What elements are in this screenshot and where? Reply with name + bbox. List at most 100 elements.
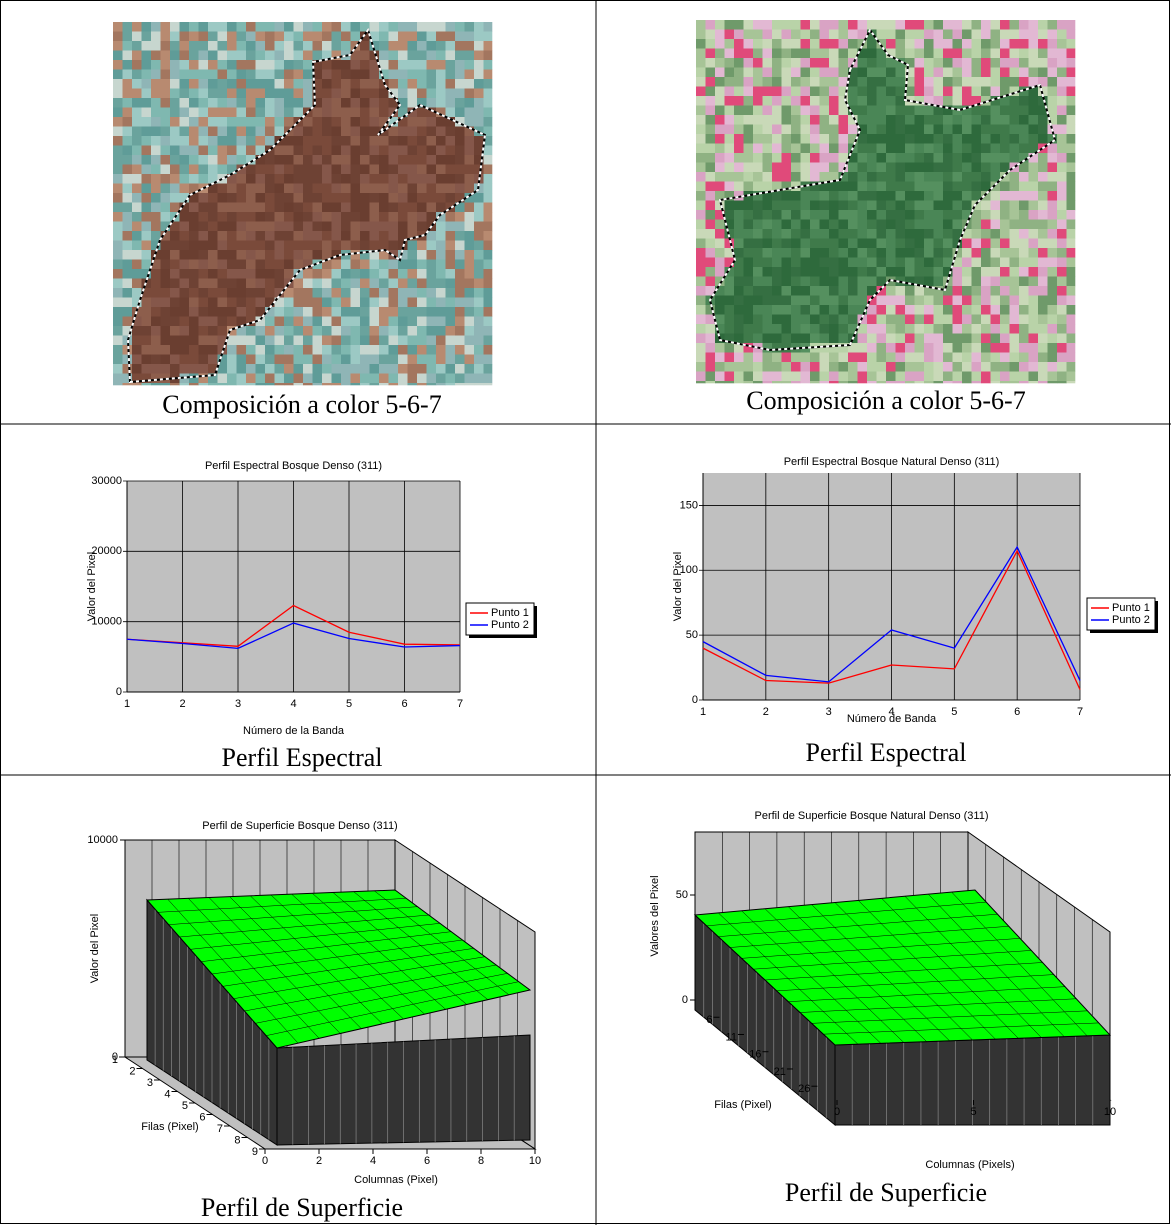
image-pixel bbox=[408, 117, 418, 127]
image-pixel bbox=[180, 60, 190, 70]
image-pixel bbox=[1038, 324, 1048, 334]
image-pixel bbox=[848, 229, 858, 239]
image-pixel bbox=[734, 229, 744, 239]
image-pixel bbox=[351, 326, 361, 336]
image-pixel bbox=[208, 136, 218, 146]
image-pixel bbox=[408, 326, 418, 336]
image-pixel bbox=[132, 203, 142, 213]
image-pixel bbox=[801, 267, 811, 277]
image-pixel bbox=[189, 155, 199, 165]
image-pixel bbox=[142, 51, 152, 61]
image-pixel bbox=[1067, 267, 1076, 277]
image-pixel bbox=[972, 39, 982, 49]
image-pixel bbox=[1067, 49, 1076, 59]
image-pixel bbox=[981, 172, 991, 182]
image-pixel bbox=[782, 362, 792, 372]
image-pixel bbox=[132, 231, 142, 241]
x-axis-label: Columnas (Pixel) bbox=[354, 1174, 438, 1186]
image-pixel bbox=[398, 184, 408, 194]
image-pixel bbox=[744, 277, 754, 287]
image-pixel bbox=[744, 324, 754, 334]
x-tick-label: 7 bbox=[457, 698, 463, 710]
image-pixel bbox=[782, 144, 792, 154]
image-pixel bbox=[877, 248, 887, 258]
image-pixel bbox=[801, 248, 811, 258]
image-pixel bbox=[867, 39, 877, 49]
image-pixel bbox=[484, 250, 493, 260]
image-pixel bbox=[858, 296, 868, 306]
image-pixel bbox=[142, 127, 152, 137]
image-pixel bbox=[474, 51, 484, 61]
image-pixel bbox=[763, 39, 773, 49]
image-pixel bbox=[123, 146, 133, 156]
image-pixel bbox=[322, 269, 332, 279]
image-pixel bbox=[189, 60, 199, 70]
image-pixel bbox=[246, 298, 256, 308]
image-pixel bbox=[886, 68, 896, 78]
image-pixel bbox=[772, 239, 782, 249]
image-pixel bbox=[886, 220, 896, 230]
image-pixel bbox=[1048, 229, 1058, 239]
image-pixel bbox=[180, 155, 190, 165]
image-pixel bbox=[915, 39, 925, 49]
image-pixel bbox=[113, 298, 123, 308]
image-pixel bbox=[208, 307, 218, 317]
image-pixel bbox=[772, 267, 782, 277]
image-pixel bbox=[715, 239, 725, 249]
image-pixel bbox=[417, 70, 427, 80]
image-pixel bbox=[991, 324, 1001, 334]
image-pixel bbox=[1057, 77, 1067, 87]
image-pixel bbox=[772, 172, 782, 182]
image-pixel bbox=[1038, 134, 1048, 144]
image-pixel bbox=[132, 60, 142, 70]
image-pixel bbox=[696, 144, 706, 154]
image-pixel bbox=[991, 49, 1001, 59]
image-pixel bbox=[1019, 20, 1029, 30]
image-pixel bbox=[905, 172, 915, 182]
image-pixel bbox=[227, 260, 237, 270]
image-pixel bbox=[763, 153, 773, 163]
image-pixel bbox=[734, 296, 744, 306]
image-pixel bbox=[303, 89, 313, 99]
image-pixel bbox=[208, 279, 218, 289]
image-pixel bbox=[227, 355, 237, 365]
image-pixel bbox=[123, 184, 133, 194]
image-pixel bbox=[408, 345, 418, 355]
image-pixel bbox=[725, 296, 735, 306]
image-pixel bbox=[981, 362, 991, 372]
image-pixel bbox=[981, 68, 991, 78]
image-pixel bbox=[465, 288, 475, 298]
image-pixel bbox=[161, 127, 171, 137]
image-pixel bbox=[199, 355, 209, 365]
image-pixel bbox=[303, 51, 313, 61]
image-pixel bbox=[905, 20, 915, 30]
image-pixel bbox=[772, 220, 782, 230]
image-pixel bbox=[1010, 248, 1020, 258]
image-pixel bbox=[924, 144, 934, 154]
image-pixel bbox=[782, 58, 792, 68]
image-pixel bbox=[341, 345, 351, 355]
image-pixel bbox=[981, 229, 991, 239]
image-pixel bbox=[1057, 258, 1067, 268]
image-pixel bbox=[322, 336, 332, 346]
image-pixel bbox=[123, 165, 133, 175]
image-pixel bbox=[953, 334, 963, 344]
image-pixel bbox=[772, 49, 782, 59]
image-pixel bbox=[943, 229, 953, 239]
image-pixel bbox=[953, 381, 963, 383]
image-pixel bbox=[370, 374, 380, 384]
image-pixel bbox=[265, 79, 275, 89]
image-pixel bbox=[877, 267, 887, 277]
image-pixel bbox=[322, 193, 332, 203]
image-pixel bbox=[1057, 248, 1067, 258]
image-pixel bbox=[725, 210, 735, 220]
image-pixel bbox=[313, 250, 323, 260]
image-pixel bbox=[351, 89, 361, 99]
image-pixel bbox=[189, 127, 199, 137]
image-pixel bbox=[351, 260, 361, 270]
image-pixel bbox=[896, 106, 906, 116]
image-pixel bbox=[886, 381, 896, 383]
image-pixel bbox=[943, 315, 953, 325]
image-pixel bbox=[696, 191, 706, 201]
image-pixel bbox=[962, 286, 972, 296]
